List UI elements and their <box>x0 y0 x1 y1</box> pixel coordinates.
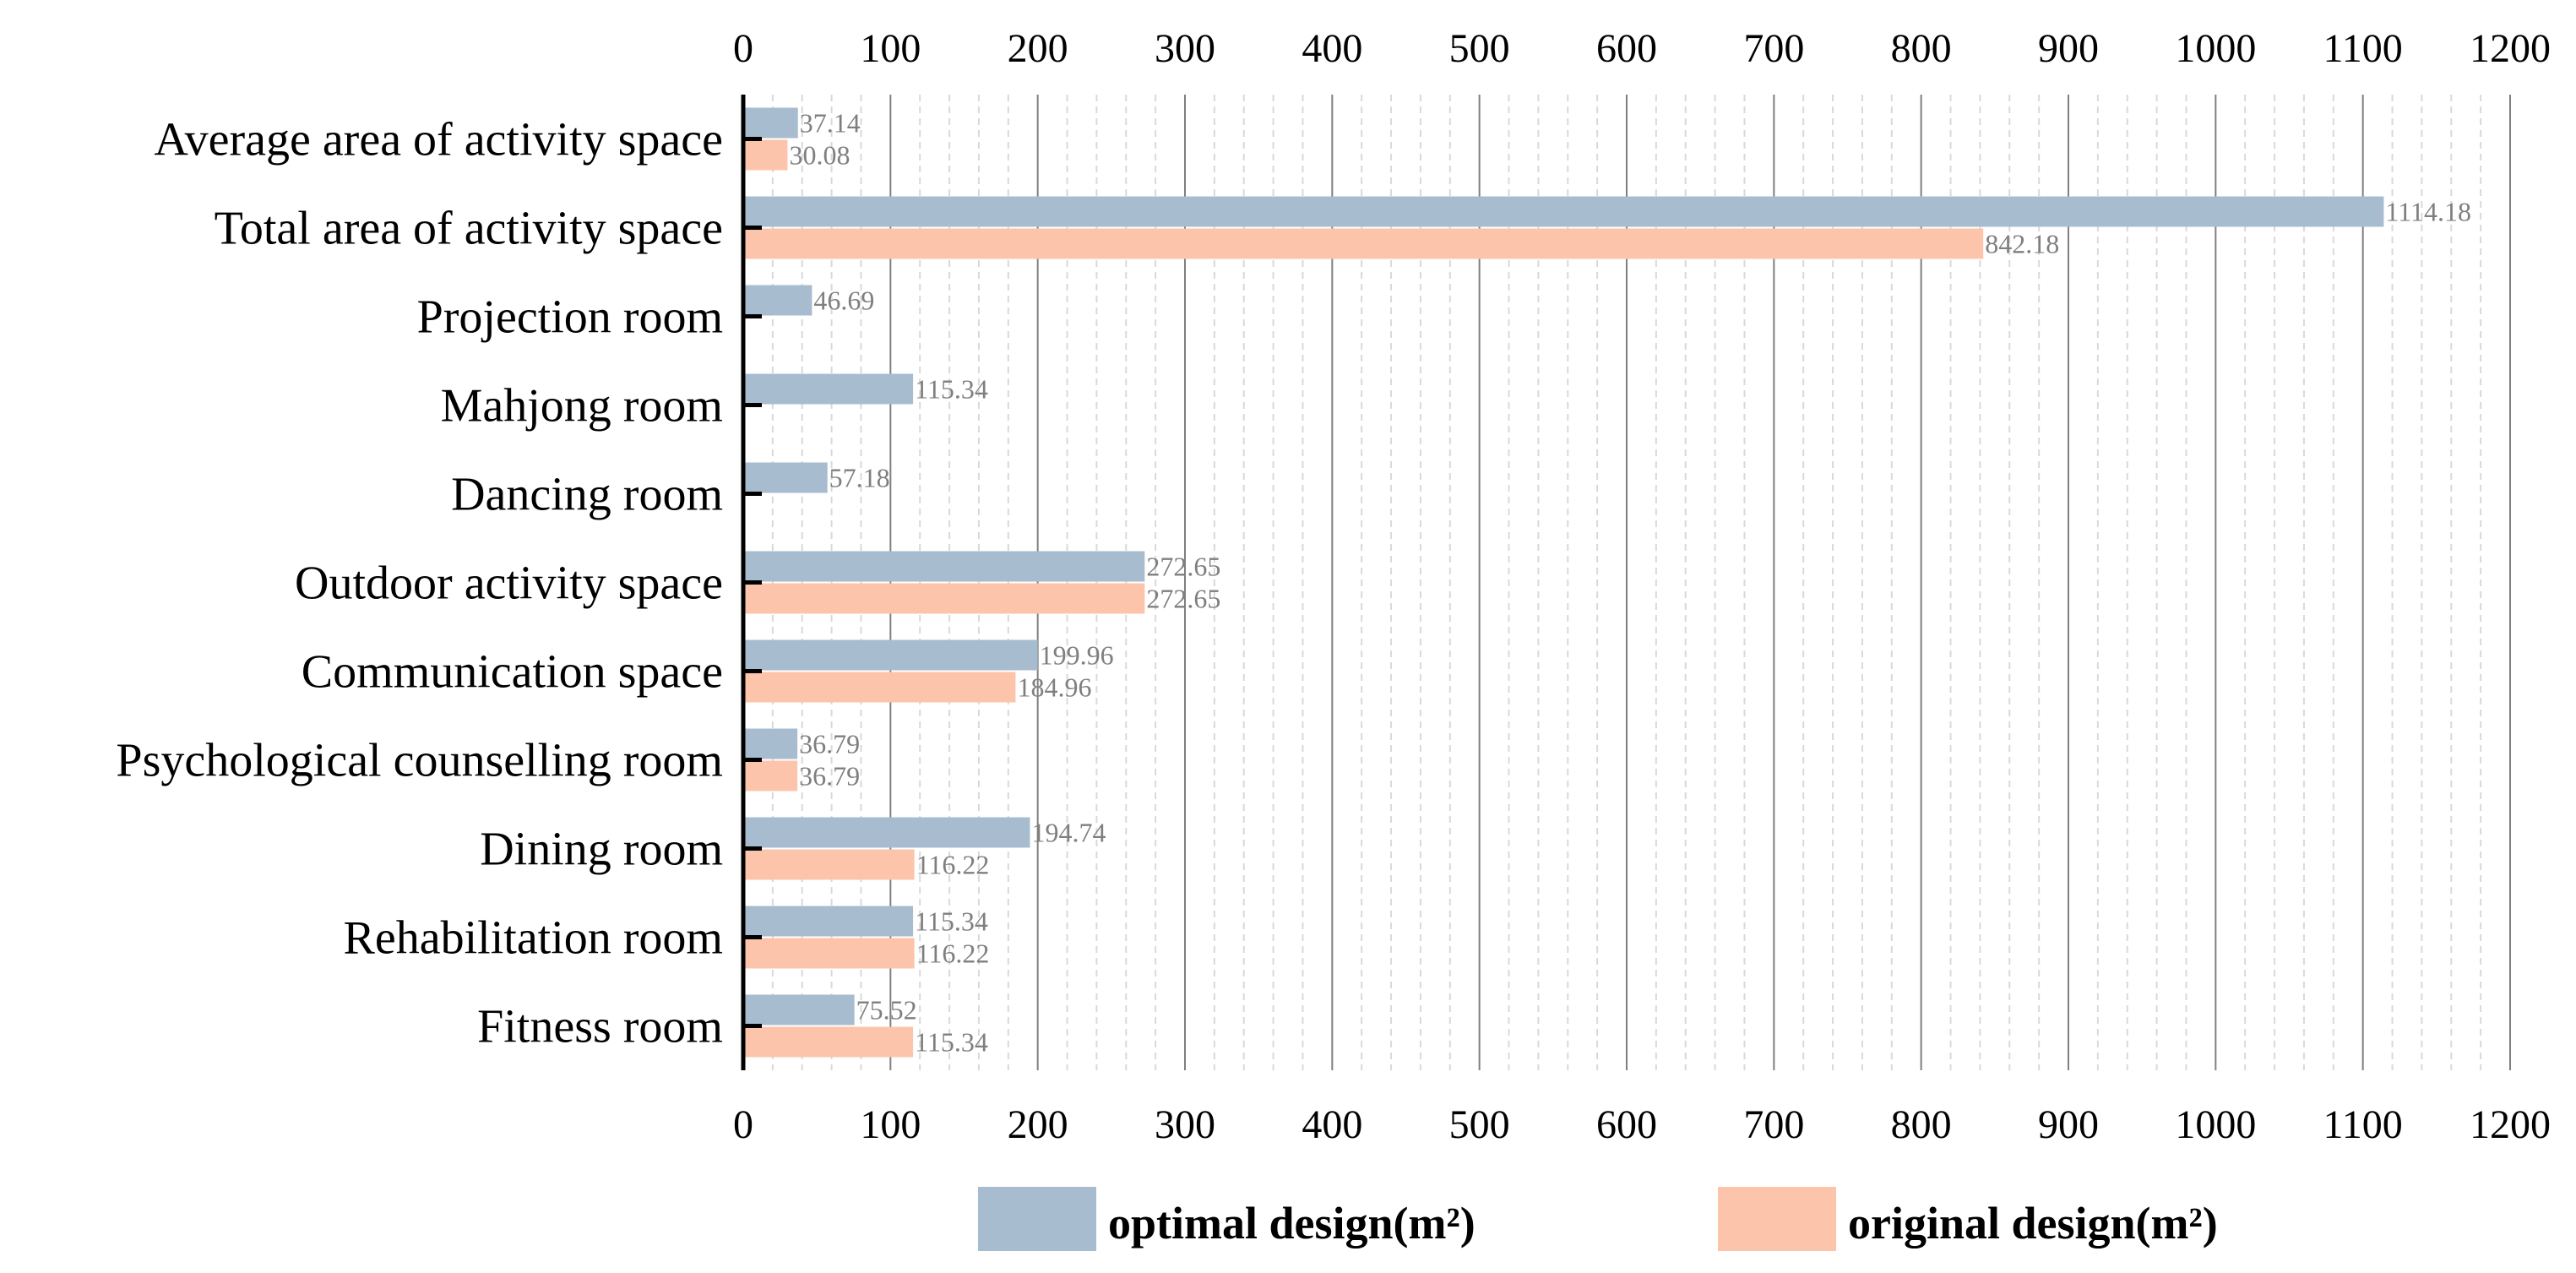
bar <box>743 196 2384 227</box>
data-label: 36.79 <box>799 729 860 759</box>
category-label: Dancing room <box>451 469 723 521</box>
data-label: 115.34 <box>915 906 988 937</box>
bar <box>743 551 1145 582</box>
data-label: 199.96 <box>1040 640 1114 671</box>
data-label: 194.74 <box>1031 818 1106 848</box>
data-label: 842.18 <box>1985 229 2059 259</box>
category-label: Communication space <box>302 646 723 699</box>
x-tick-label-bottom: 300 <box>1155 1102 1215 1147</box>
bar <box>743 817 1030 848</box>
data-label: 115.34 <box>915 374 988 405</box>
x-tick-label-top: 200 <box>1008 26 1068 71</box>
bar <box>743 1026 914 1058</box>
data-label: 1114.18 <box>2385 197 2471 227</box>
x-tick-label-top: 300 <box>1155 26 1215 71</box>
data-label: 115.34 <box>915 1027 988 1058</box>
data-label: 184.96 <box>1017 672 1091 703</box>
x-tick-label-top: 1100 <box>2323 26 2403 71</box>
bar <box>743 672 1016 703</box>
bar <box>743 228 1984 259</box>
data-label: 272.65 <box>1146 584 1220 614</box>
bar <box>743 139 788 171</box>
x-tick-label-bottom: 200 <box>1008 1102 1068 1147</box>
x-tick-label-bottom: 700 <box>1743 1102 1804 1147</box>
x-tick-label-bottom: 800 <box>1891 1102 1952 1147</box>
bar <box>743 906 914 937</box>
bar <box>743 994 855 1025</box>
x-tick-label-top: 800 <box>1891 26 1952 71</box>
data-label: 30.08 <box>789 140 850 171</box>
x-tick-label-bottom: 1000 <box>2175 1102 2256 1147</box>
data-label: 36.79 <box>799 761 860 792</box>
bar <box>743 760 798 792</box>
x-tick-label-bottom: 1100 <box>2323 1102 2403 1147</box>
data-label: 272.65 <box>1146 552 1220 582</box>
data-label: 37.14 <box>800 108 861 139</box>
x-tick-label-bottom: 100 <box>860 1102 921 1147</box>
bar <box>743 107 798 139</box>
bars-layer <box>743 107 2384 1058</box>
legend-swatch <box>1718 1187 1836 1251</box>
x-tick-label-bottom: 500 <box>1449 1102 1510 1147</box>
x-tick-label-bottom: 600 <box>1596 1102 1657 1147</box>
bar <box>743 639 1038 671</box>
legend-label: optimal design(m²) <box>1108 1198 1475 1249</box>
category-label: Mahjong room <box>441 380 723 432</box>
bar <box>743 849 915 880</box>
legend-label: original design(m²) <box>1848 1198 2218 1249</box>
category-label: Fitness room <box>477 1001 723 1053</box>
category-label: Outdoor activity space <box>295 558 723 610</box>
x-tick-label-top: 100 <box>860 26 921 71</box>
bar <box>743 583 1145 614</box>
x-tick-label-top: 1200 <box>2470 26 2551 71</box>
bar <box>743 728 798 759</box>
x-tick-label-bottom: 0 <box>733 1102 753 1147</box>
category-label: Projection room <box>417 291 723 344</box>
data-label: 75.52 <box>856 995 917 1025</box>
data-label: 116.22 <box>916 938 990 969</box>
bar <box>743 462 828 493</box>
x-tick-label-top: 600 <box>1596 26 1657 71</box>
category-label: Dining room <box>480 824 723 876</box>
bar <box>743 938 915 969</box>
axis-layer <box>741 95 762 1070</box>
x-tick-label-top: 0 <box>733 26 753 71</box>
category-label: Rehabilitation room <box>344 912 723 965</box>
x-tick-label-top: 700 <box>1743 26 1804 71</box>
bar <box>743 285 812 316</box>
category-label: Average area of activity space <box>154 114 723 166</box>
x-tick-label-top: 400 <box>1302 26 1362 71</box>
x-tick-label-top: 900 <box>2038 26 2099 71</box>
x-tick-label-top: 1000 <box>2175 26 2256 71</box>
legend-swatch <box>978 1187 1096 1251</box>
x-tick-label-bottom: 900 <box>2038 1102 2099 1147</box>
x-tick-label-bottom: 1200 <box>2470 1102 2551 1147</box>
x-tick-label-bottom: 400 <box>1302 1102 1362 1147</box>
data-label: 116.22 <box>916 850 990 880</box>
grid-layer <box>771 95 2511 1070</box>
bar <box>743 373 914 405</box>
legend: optimal design(m²) original design(m²) <box>978 1187 2218 1251</box>
data-label: 57.18 <box>829 463 890 493</box>
data-label: 46.69 <box>813 286 874 316</box>
category-label: Psychological counselling room <box>116 735 723 787</box>
x-tick-label-top: 500 <box>1449 26 1510 71</box>
category-label: Total area of activity space <box>215 203 723 255</box>
